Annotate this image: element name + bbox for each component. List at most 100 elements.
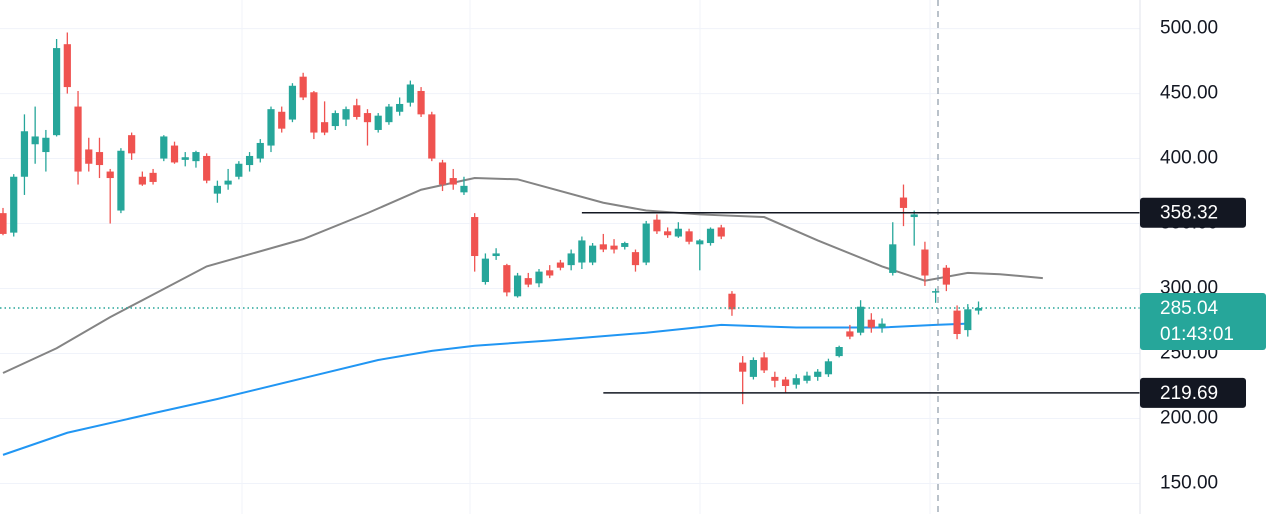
candle-body [331,113,339,127]
candle-body [503,265,511,293]
candle-body [599,244,607,250]
y-tick-label: 500.00 [1160,18,1218,39]
candle-body [556,262,565,268]
candle-body [814,371,822,377]
candle-body [213,185,221,194]
candle-body [138,176,146,185]
candle-body [535,271,543,284]
vertical-grid [241,0,931,514]
level-badge [1140,197,1246,228]
candle-body [953,310,961,335]
candle-body [224,180,232,185]
candle-body [749,359,757,377]
candle-body [728,293,736,310]
candle-body [781,379,790,386]
candle-body [899,197,908,208]
candle-body [835,346,843,357]
moving-averages [2,177,1043,456]
y-tick-label: 200.00 [1160,407,1218,428]
candle-body [631,252,640,266]
candle-body [610,245,618,250]
candle-body [299,76,307,98]
candle-body [149,172,157,182]
candle-body [878,323,886,328]
candle-body [481,258,489,283]
candle-body [20,131,29,177]
candle-body [685,231,693,242]
candle-body [964,309,972,331]
last-price-label: 285.04 [1160,298,1219,319]
candle-body [524,278,532,285]
candle-body [846,331,854,337]
candle-body [942,267,950,285]
last-price-badge [1140,292,1266,350]
candle-body [374,115,382,130]
candle-body [910,214,918,218]
candle-body [653,219,661,232]
candle-body [803,375,811,381]
candle-body [513,275,522,297]
candle-body [471,217,479,257]
candle-body [857,306,865,333]
level-badge [1140,377,1246,408]
candle-body [739,362,747,372]
candle-body [256,142,264,159]
moving-average [2,322,968,456]
candle-body [460,185,468,193]
candle-body [321,122,329,133]
y-tick-label: 150.00 [1160,472,1218,493]
candle-body [438,162,447,185]
candle-body [867,319,875,328]
candle-body [106,171,114,179]
candle-body [203,155,211,181]
candle-body [0,213,7,234]
candle-body [792,378,800,385]
candle-body [310,92,318,133]
candle-body [642,223,650,263]
y-tick-label: 400.00 [1160,148,1218,169]
candle-body [53,48,61,136]
candle-body [696,240,704,245]
badges: 358.32 219.69 285.04 01:43:01 [1140,197,1266,408]
candle-body [449,178,457,185]
candle-body [385,106,393,123]
candle-body [674,228,682,237]
candle-body [974,307,983,311]
candle-body [578,240,586,263]
countdown: 01:43:01 [1160,324,1234,345]
candle-body [63,44,71,88]
candle-body [128,135,136,154]
candle-body [85,149,93,164]
candle-body [192,152,200,162]
candle-body [235,163,243,177]
candle-body [417,90,425,115]
candle-body [589,245,597,263]
candle-body [717,227,725,237]
candle-body [95,152,104,166]
candle-body [74,106,82,172]
candle-body [170,145,179,163]
candle-body [889,244,897,273]
levels [0,211,1140,394]
moving-average [2,177,1043,374]
candle-body [406,84,414,103]
candle-body [546,270,554,276]
candle-body [31,136,39,145]
candle-body [932,291,940,293]
candle-body [664,231,672,236]
candle-body [278,111,286,129]
candle-body [342,109,350,120]
candle-body [10,176,18,233]
candle-body [396,103,404,112]
candle-body [353,105,361,117]
level-label: 219.69 [1160,383,1218,404]
candle-body [621,243,629,247]
candle-body [42,137,50,153]
candles [0,32,983,405]
candle-body [567,253,575,266]
candle-body [428,114,436,159]
candle-body [824,361,833,375]
y-tick-label: 450.00 [1160,83,1218,104]
price-axis: 150.00200.00250.00300.00350.00400.00450.… [1160,18,1218,494]
